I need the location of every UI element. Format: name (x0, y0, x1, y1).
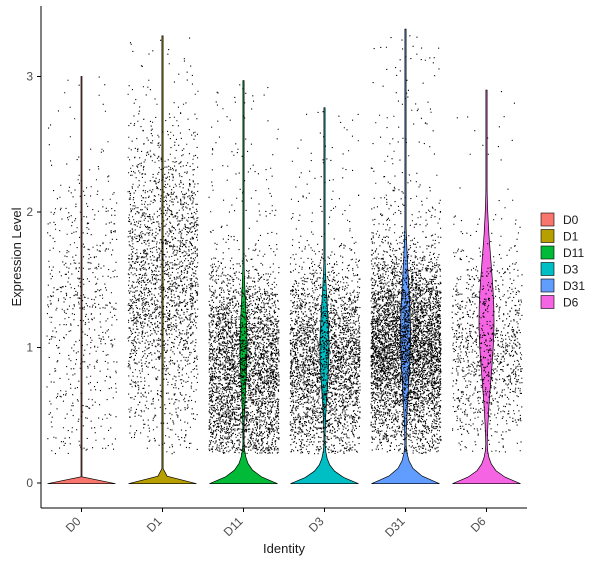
y-ticks: 0 1 2 3 (26, 70, 41, 490)
legend-label: D0 (563, 213, 579, 227)
jitter-points (46, 35, 523, 455)
x-tick-label: D3 (306, 514, 327, 535)
x-tick-label: D6 (468, 514, 489, 535)
y-tick-label: 2 (26, 205, 33, 219)
legend-swatch-D3 (540, 262, 555, 276)
violin-D6 (452, 89, 521, 485)
violin-D31 (371, 28, 440, 485)
legend-label: D11 (563, 246, 584, 260)
legend-swatch-D1 (540, 229, 555, 243)
y-tick-label: 1 (26, 341, 33, 355)
x-tick-label: D1 (144, 514, 165, 535)
y-axis-title: Expression Level (9, 207, 24, 306)
legend-swatch-D0 (540, 212, 555, 227)
x-tick-label: D11 (221, 514, 246, 539)
violin-D0 (47, 76, 116, 485)
points-D11 (208, 84, 280, 455)
x-tick-label: D0 (63, 514, 84, 535)
y-tick-label: 3 (26, 70, 33, 84)
x-tick-label: D31 (382, 514, 408, 540)
legend-label: D3 (563, 263, 579, 277)
legend-swatch-D6 (540, 295, 555, 309)
x-ticks: D0 D1 D11 D3 D31 D6 (63, 508, 489, 540)
legend-swatch-D11 (540, 245, 555, 260)
points-D31 (370, 35, 442, 455)
y-tick-label: 0 (26, 476, 33, 490)
legend-label: D31 (563, 279, 585, 293)
legend-label: D1 (563, 230, 579, 244)
violin-layer (47, 28, 521, 485)
axes (40, 6, 527, 509)
legend-swatch-D31 (540, 278, 555, 293)
legend: D0 D1 D11 D3 D31 D6 (540, 212, 585, 310)
x-axis-title: Identity (263, 541, 305, 556)
points-D3 (289, 111, 361, 455)
legend-label: D6 (563, 296, 579, 310)
points-D1 (127, 37, 199, 455)
